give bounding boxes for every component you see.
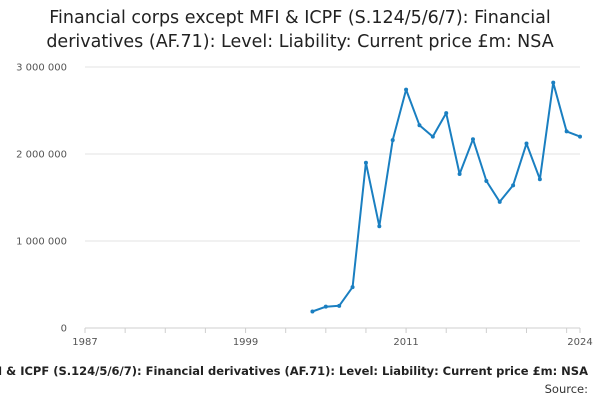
data-point-2007 — [350, 285, 355, 290]
y-tick-label-2: 2 000 000 — [16, 150, 67, 161]
y-tick-label-0: 0 — [61, 324, 67, 335]
data-point-2012 — [417, 123, 422, 128]
source-label: Source: — [544, 382, 588, 396]
x-tick-label-0: 1987 — [72, 337, 97, 348]
data-point-2009 — [377, 224, 382, 229]
data-point-2015 — [457, 172, 462, 177]
data-point-2023 — [564, 129, 569, 134]
line-chart: 0 1 000 000 2 000 000 3 000 000 1987 1999 2011… — [16, 63, 593, 349]
data-point-2019 — [511, 183, 516, 188]
data-point-2013 — [430, 134, 435, 139]
data-point-2021 — [537, 177, 542, 182]
series-label: Financial corps except MFI & ICPF (S.124… — [0, 364, 588, 378]
data-point-2010 — [390, 138, 395, 143]
data-point-2008 — [363, 160, 368, 165]
chart-title-line-2: derivatives (AF.71): Level: Liability: C… — [46, 32, 554, 52]
data-point-2024 — [578, 134, 582, 139]
x-tick-label-3: 2024 — [567, 337, 592, 348]
data-point-2005 — [323, 304, 328, 309]
series-line-0 — [312, 81, 581, 313]
data-point-2022 — [551, 80, 556, 85]
chart-title: Financial corps except MFI & ICPF (S.124… — [0, 6, 600, 54]
x-tick-label-1: 1999 — [233, 337, 258, 348]
data-point-2004 — [310, 309, 315, 314]
data-point-2018 — [497, 199, 502, 204]
y-tick-label-1: 1 000 000 — [16, 237, 67, 248]
data-point-2011 — [404, 87, 409, 92]
data-point-2014 — [444, 111, 449, 116]
data-point-2016 — [470, 137, 475, 142]
chart-title-line-1: Financial corps except MFI & ICPF (S.124… — [49, 8, 551, 28]
chart-footer: Financial corps except MFI & ICPF (S.124… — [0, 360, 600, 400]
data-point-2020 — [524, 141, 529, 146]
x-tick-label-2: 2011 — [393, 337, 418, 348]
data-point-2006 — [337, 303, 342, 308]
data-point-2017 — [484, 178, 489, 183]
y-tick-label-3: 3 000 000 — [16, 63, 67, 74]
